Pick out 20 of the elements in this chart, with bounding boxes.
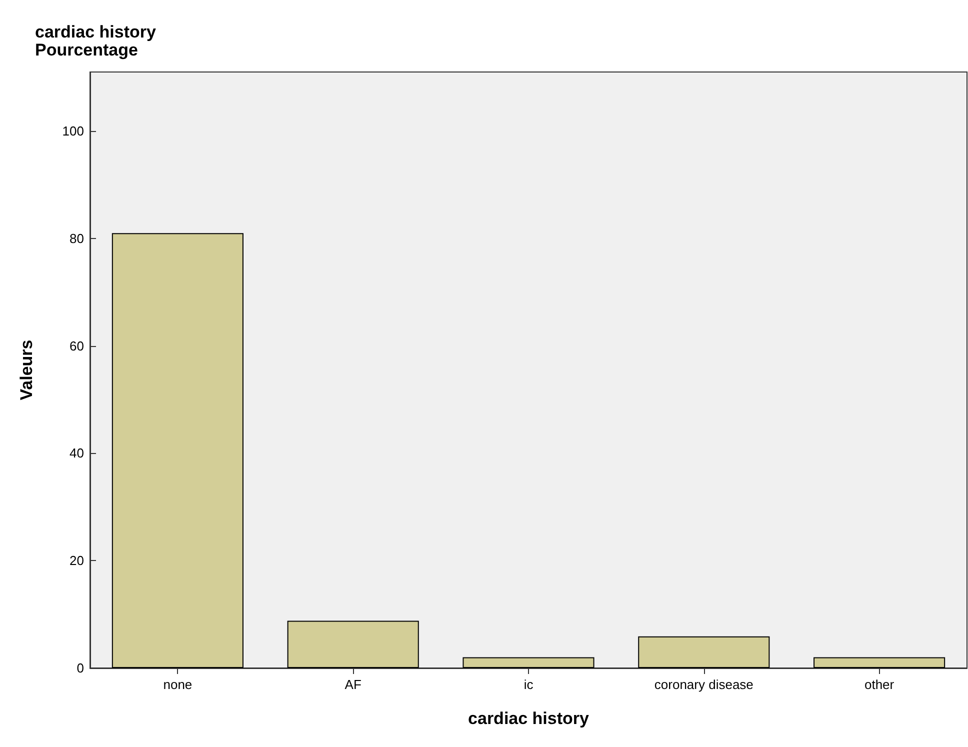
chart-subtitle: Pourcentage	[35, 40, 138, 60]
x-tick-label: ic	[524, 677, 534, 692]
y-tick-label: 80	[70, 230, 84, 246]
y-tick-label: 40	[70, 446, 84, 461]
y-axis-title: Valeurs	[17, 340, 36, 400]
bar	[112, 233, 244, 668]
bar	[287, 620, 419, 668]
x-tick-label: other	[864, 677, 895, 692]
bar	[638, 636, 770, 668]
y-tick-label: 20	[70, 553, 84, 568]
bar	[814, 657, 946, 668]
x-tick-label: none	[163, 677, 192, 692]
x-tick-label: coronary disease	[654, 677, 754, 692]
x-tick-label: AF	[344, 677, 362, 692]
bar	[462, 657, 594, 668]
x-axis-title: cardiac history	[468, 709, 590, 728]
y-tick-label: 60	[70, 338, 84, 354]
y-tick-label: 100	[62, 124, 84, 139]
y-tick-label: 0	[76, 660, 84, 676]
chart-title: cardiac history	[35, 22, 156, 42]
